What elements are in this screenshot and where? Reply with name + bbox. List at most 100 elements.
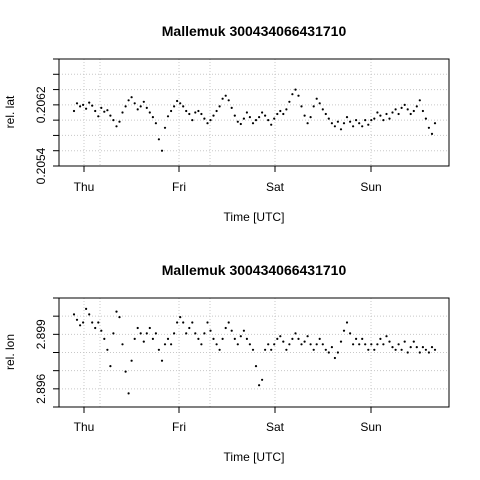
data-point bbox=[364, 119, 367, 122]
data-point bbox=[176, 99, 179, 103]
data-point bbox=[82, 103, 85, 106]
data-point bbox=[179, 316, 182, 319]
x-tick-label: Fri bbox=[172, 420, 186, 434]
data-point bbox=[118, 120, 121, 123]
data-point bbox=[409, 112, 412, 116]
data-point bbox=[355, 337, 358, 340]
data-point bbox=[379, 114, 382, 117]
data-point bbox=[221, 97, 224, 100]
data-point bbox=[248, 116, 251, 119]
data-point bbox=[261, 378, 264, 381]
data-point bbox=[430, 346, 434, 349]
data-point bbox=[215, 109, 218, 113]
data-point bbox=[364, 343, 367, 346]
plot-frame-lat bbox=[58, 58, 450, 167]
data-point bbox=[200, 343, 203, 346]
y-tick-label: 2.899 bbox=[34, 319, 48, 349]
data-point bbox=[115, 125, 118, 128]
x-tick-label: Sun bbox=[360, 180, 381, 194]
data-point bbox=[127, 99, 130, 102]
data-point bbox=[127, 392, 130, 395]
data-point bbox=[72, 313, 76, 316]
data-point bbox=[221, 337, 224, 340]
x-axis-label: Time [UTC] bbox=[224, 210, 285, 224]
x-axis-lat: Thu Fri Sat Sun bbox=[74, 166, 382, 194]
x-tick-label: Sun bbox=[360, 420, 381, 434]
data-point bbox=[239, 335, 242, 338]
y-axis-lon: 2.896 2.899 bbox=[34, 297, 59, 408]
data-point bbox=[388, 117, 391, 120]
data-point bbox=[88, 313, 91, 316]
data-point bbox=[261, 111, 264, 114]
data-point bbox=[358, 343, 361, 346]
data-point bbox=[336, 120, 339, 123]
data-point bbox=[163, 126, 167, 129]
data-point bbox=[288, 100, 291, 103]
data-point bbox=[358, 122, 361, 125]
data-point bbox=[336, 351, 339, 354]
data-point bbox=[342, 329, 346, 332]
data-point bbox=[291, 93, 294, 96]
data-point bbox=[85, 307, 88, 310]
data-point bbox=[209, 329, 212, 332]
data-point bbox=[267, 119, 270, 122]
data-point bbox=[424, 348, 427, 351]
data-point bbox=[85, 107, 88, 110]
data-point bbox=[324, 112, 327, 116]
grid-lon bbox=[59, 297, 449, 408]
data-point bbox=[415, 346, 418, 349]
data-point bbox=[154, 332, 157, 335]
chart-title: Mallemuk 300434066431710 bbox=[162, 262, 347, 278]
data-point bbox=[94, 326, 97, 330]
data-point bbox=[315, 97, 318, 100]
data-point bbox=[421, 346, 424, 349]
data-point bbox=[166, 115, 170, 118]
data-point bbox=[367, 348, 370, 351]
data-point bbox=[279, 335, 282, 338]
data-point bbox=[415, 105, 418, 108]
data-point bbox=[112, 119, 115, 122]
data-point bbox=[258, 384, 261, 387]
data-point bbox=[270, 348, 273, 351]
data-point bbox=[400, 348, 403, 351]
data-point bbox=[300, 105, 303, 108]
data-point bbox=[170, 343, 173, 346]
data-point bbox=[279, 109, 282, 113]
data-point bbox=[133, 102, 136, 105]
data-point bbox=[339, 340, 343, 343]
data-point bbox=[288, 343, 291, 346]
data-point bbox=[170, 109, 173, 113]
data-point bbox=[157, 138, 160, 141]
data-point bbox=[106, 109, 109, 112]
data-point bbox=[191, 321, 194, 324]
data-point bbox=[303, 114, 306, 117]
data-point bbox=[154, 122, 157, 125]
data-point bbox=[206, 122, 209, 125]
data-point bbox=[97, 115, 100, 118]
data-point bbox=[400, 106, 403, 109]
x-tick-label: Sat bbox=[266, 420, 285, 434]
data-point bbox=[254, 365, 258, 368]
data-point bbox=[236, 120, 239, 123]
data-point bbox=[133, 337, 136, 340]
data-point bbox=[394, 348, 397, 351]
data-point bbox=[185, 332, 188, 335]
data-point bbox=[403, 340, 406, 343]
data-point bbox=[327, 117, 330, 120]
data-point bbox=[309, 343, 312, 346]
data-point bbox=[264, 114, 267, 117]
data-point bbox=[412, 109, 415, 113]
y-axis-label: rel. lon bbox=[3, 334, 17, 370]
data-point bbox=[318, 102, 321, 105]
data-point bbox=[118, 316, 121, 319]
data-point bbox=[418, 351, 421, 354]
data-point bbox=[124, 105, 127, 108]
series-lat bbox=[72, 88, 437, 152]
data-point bbox=[388, 340, 391, 343]
data-point bbox=[100, 329, 103, 332]
data-point bbox=[121, 343, 124, 346]
data-point bbox=[173, 105, 176, 108]
data-point bbox=[239, 122, 242, 126]
data-point bbox=[406, 108, 409, 111]
data-point bbox=[285, 348, 288, 351]
